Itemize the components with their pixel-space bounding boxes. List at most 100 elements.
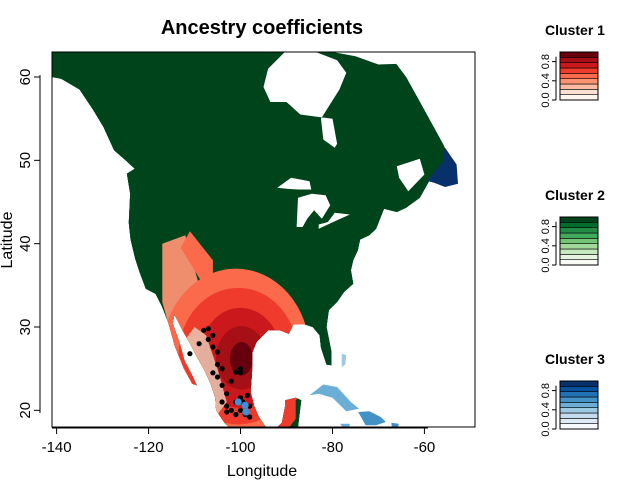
sample-point [205,336,211,343]
sample-point-highlight [234,398,242,406]
legend-title: Cluster 2 [545,187,605,203]
sample-point [196,341,202,347]
legend-swatch [559,227,599,234]
legend-swatch [559,380,599,387]
legend-frame [559,51,599,101]
legend-cluster-3: Cluster 3 0.0 0.4 0.8 [540,351,605,437]
sample-point [219,399,225,405]
legend-swatch [559,238,599,244]
legend-swatch [559,222,599,228]
sample-point [187,351,193,357]
sample-point [214,361,221,368]
bahamas-island [341,353,347,367]
legend-swatch [559,51,599,58]
legend-swatch [559,243,599,250]
lake-superior [277,177,312,190]
legend-swatch [559,216,599,223]
legend-cluster-2: Cluster 2 0.0 0.4 0.8 [540,187,605,273]
legend-swatch [559,412,599,419]
gulf-st-lawrence [396,158,425,192]
legend-frame [559,380,599,430]
legend-swatch [559,232,599,239]
legend-tick-label: 0.8 [540,383,552,398]
legend-swatch [559,402,599,408]
legend-swatch [559,396,599,403]
sample-point [219,366,225,372]
legend-swatch [559,67,599,74]
x-tick-label: -60 [414,439,436,456]
sample-point [210,332,216,338]
jamaica-island [340,423,350,427]
sample-point [228,407,234,413]
legend-tick-label: 0.8 [540,219,552,234]
legend-tick-label: 0.0 [540,421,552,436]
legend-swatch [559,57,599,63]
x-tick-label: -140 [42,439,72,456]
legend-swatch [559,62,599,69]
sample-point [228,378,234,384]
legend-tick-label: 0.4 [540,73,552,88]
x-axis-label: Longitude [227,463,297,480]
y-tick-label: 20 [17,402,34,419]
sample-point [247,414,253,420]
y-axis-label: Latitude [0,211,16,268]
legend-swatch [559,89,599,95]
x-tick-label: -120 [134,439,164,456]
lake-erie-ontario [318,212,350,229]
x-axis: -140 -120 -100 -80 -60 [42,427,436,456]
hudson-strait [332,52,413,65]
legend-swatch [559,248,599,255]
legend-swatch [559,407,599,414]
sample-point [233,411,239,418]
legend-tick-label: 0.4 [540,238,552,253]
legend-swatch [559,83,599,90]
sample-point-highlight [242,408,250,416]
legend-title: Cluster 3 [545,351,605,367]
legend-swatch [559,259,599,266]
sample-point [201,327,207,333]
sample-point [210,344,216,350]
puerto-rico-island [391,422,399,427]
sample-point [214,374,221,380]
newfoundland-island [427,147,458,187]
y-tick-label: 30 [17,319,34,336]
legend-swatch [559,386,599,392]
sample-point [219,382,225,388]
sample-point [210,370,216,376]
y-tick-label: 40 [17,235,34,252]
sample-point [214,349,221,355]
legend-swatch [559,423,599,430]
legend-tick-label: 0.0 [540,92,552,107]
mixture-strip [185,327,227,415]
plot-frame [51,51,476,428]
legend-swatch [559,254,599,260]
sample-point [224,391,230,397]
legend-frame [559,216,599,266]
legend-swatch [559,94,599,101]
legend-swatch [559,73,599,79]
sample-point [237,370,244,376]
legend-cluster-1: Cluster 1 0.0 0.4 0.8 [540,22,605,108]
sample-points [187,326,253,420]
legend-swatch [559,78,599,85]
lake-michigan-huron [296,193,331,227]
sample-point [237,366,244,372]
hispaniola-island [358,411,386,426]
sample-point [237,407,244,413]
sample-point [224,409,230,415]
legend-swatch [559,418,599,424]
x-tick-label: -100 [225,439,255,456]
legend-tick-label: 0.4 [540,402,552,417]
sample-point [224,403,230,409]
sample-point [244,392,250,398]
cluster1-core [229,342,253,376]
sample-point-highlight [241,401,249,409]
cuba-island [309,384,360,412]
legend-tick-label: 0.0 [540,257,552,272]
legend-title: Cluster 1 [545,22,605,38]
y-tick-label: 60 [17,69,34,86]
legend-tick-label: 0.8 [540,54,552,69]
y-tick-label: 50 [17,152,34,169]
